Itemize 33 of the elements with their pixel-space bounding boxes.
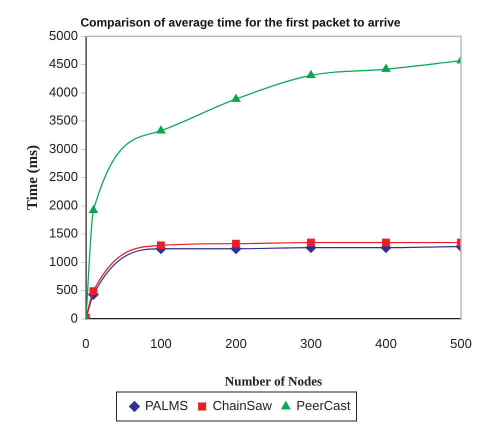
point (156, 125, 166, 134)
x-tick-label: 0 (82, 336, 90, 352)
y-tick-label: 3500 (49, 112, 78, 128)
point (306, 70, 316, 78)
x-tick-label: 100 (150, 336, 172, 352)
x-tick-label: 500 (450, 336, 472, 352)
y-tick-label: 4500 (49, 56, 78, 72)
y-tick-label: 500 (56, 282, 78, 298)
y-tick-label: 1000 (49, 254, 78, 269)
legend-label: PALMS (144, 398, 188, 414)
y-tick-label: 4000 (49, 84, 78, 100)
y-tick-label: 1500 (49, 226, 78, 241)
point (232, 240, 240, 248)
point (382, 238, 390, 246)
legend-label: PeerCast (296, 398, 351, 414)
x-tick-label: 300 (300, 336, 322, 352)
y-tick-label: 2500 (49, 169, 78, 184)
y-tick-label: 0 (70, 310, 78, 326)
point (231, 94, 241, 102)
x-tick-label: 400 (375, 336, 397, 352)
x-tick-label: 200 (225, 336, 247, 352)
point (307, 238, 315, 246)
y-tick-label: 5000 (49, 28, 78, 43)
point (157, 241, 165, 250)
y-axis-title: Time (ms) (24, 145, 41, 210)
point (90, 287, 98, 296)
x-axis-title: Number of Nodes (224, 374, 322, 389)
y-tick-label: 3000 (49, 140, 78, 156)
y-tick-label: 2000 (49, 197, 78, 212)
legend-label: ChainSaw (212, 398, 272, 414)
point (88, 204, 98, 214)
point (381, 64, 391, 72)
chart-title: Comparison of average time for the first packet to arrive (80, 16, 401, 30)
